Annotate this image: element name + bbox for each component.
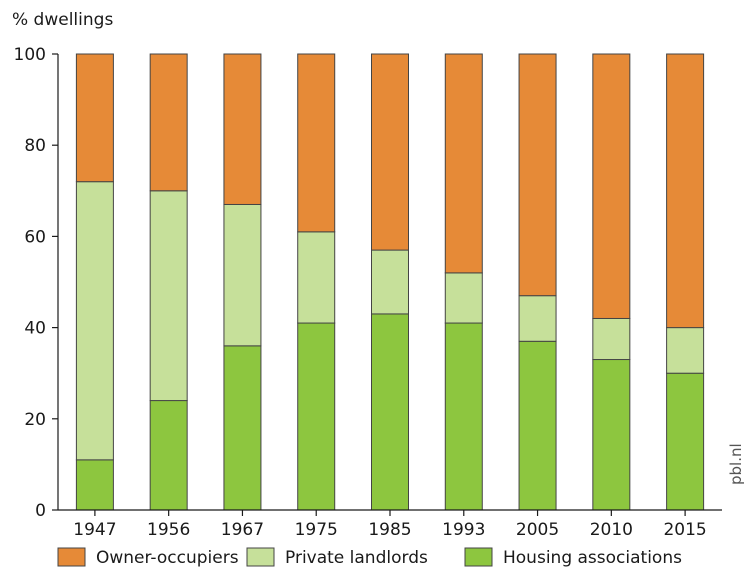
x-tick-label: 1967 [221,520,264,540]
bar-private-landlords-1993 [444,272,483,324]
legend-item-private-landlords: Private landlords [246,547,428,568]
y-axis-label: % dwellings [12,10,113,30]
bar-owner-occupiers-1956 [149,53,188,192]
bar-private-landlords-2015 [666,327,705,374]
y-tick-label: 40 [24,319,46,339]
bar-housing-associations-1947 [75,459,114,511]
bar-owner-occupiers-2015 [666,53,705,329]
bar-group-1967 [223,53,262,511]
x-tick-label: 2005 [516,520,559,540]
bar-housing-associations-1967 [223,345,262,511]
y-tick-label: 80 [24,136,46,156]
bar-owner-occupiers-1993 [444,53,483,274]
bar-owner-occupiers-1985 [371,53,409,251]
y-tick-label: 100 [14,45,46,65]
x-tick-label: 1947 [73,520,116,540]
legend-swatch [57,547,86,567]
legend-label: Private landlords [285,548,428,568]
y-tick-label: 60 [24,227,46,247]
bar-housing-associations-2010 [592,359,631,511]
bar-housing-associations-1975 [297,322,336,511]
bar-private-landlords-2010 [592,317,631,361]
bars [75,53,705,511]
bar-group-2005 [518,53,557,511]
y-tick-label: 20 [24,410,46,430]
bar-group-1956 [149,53,188,511]
bar-group-1947 [75,53,114,511]
bar-owner-occupiers-2005 [518,53,557,297]
y-axis: 0 20 40 60 80 100 [14,45,59,521]
legend: Owner-occupiers Private landlords Housing … [57,547,682,568]
bar-private-landlords-1985 [371,249,409,315]
bar-housing-associations-2005 [518,340,557,511]
x-tick-label: 2015 [663,520,706,540]
bar-private-landlords-2005 [518,295,557,342]
legend-label: Owner-occupiers [96,548,239,568]
legend-item-housing-associations: Housing associations [464,547,682,568]
x-axis: 1947 1956 1967 1975 1985 1993 2005 2010 2015 [58,509,722,540]
bar-owner-occupiers-1947 [75,53,114,183]
x-tick-label: 1975 [295,520,338,540]
bar-group-1985 [371,53,409,511]
bar-housing-associations-1985 [371,313,409,511]
legend-label: Housing associations [503,548,682,568]
bar-owner-occupiers-1967 [223,53,262,205]
bar-group-2010 [592,53,631,511]
bar-owner-occupiers-2010 [592,53,631,319]
bar-private-landlords-1947 [75,181,114,461]
bar-housing-associations-1993 [444,322,483,511]
bar-private-landlords-1956 [149,190,188,402]
bar-group-1975 [297,53,336,511]
bar-private-landlords-1967 [223,203,262,347]
y-tick-label: 0 [35,501,46,521]
legend-swatch [464,547,493,567]
legend-item-owner-occupiers: Owner-occupiers [57,547,239,568]
x-tick-label: 1956 [147,520,190,540]
x-tick-label: 1993 [442,520,485,540]
legend-swatch [246,547,275,567]
source-label: pbl.nl [727,443,745,485]
bar-owner-occupiers-1975 [297,53,336,233]
bar-housing-associations-1956 [149,400,188,511]
bar-private-landlords-1975 [297,231,336,324]
x-tick-label: 1985 [368,520,411,540]
bar-housing-associations-2015 [666,372,705,511]
x-tick-label: 2010 [590,520,633,540]
bar-group-1993 [444,53,483,511]
bar-group-2015 [666,53,705,511]
